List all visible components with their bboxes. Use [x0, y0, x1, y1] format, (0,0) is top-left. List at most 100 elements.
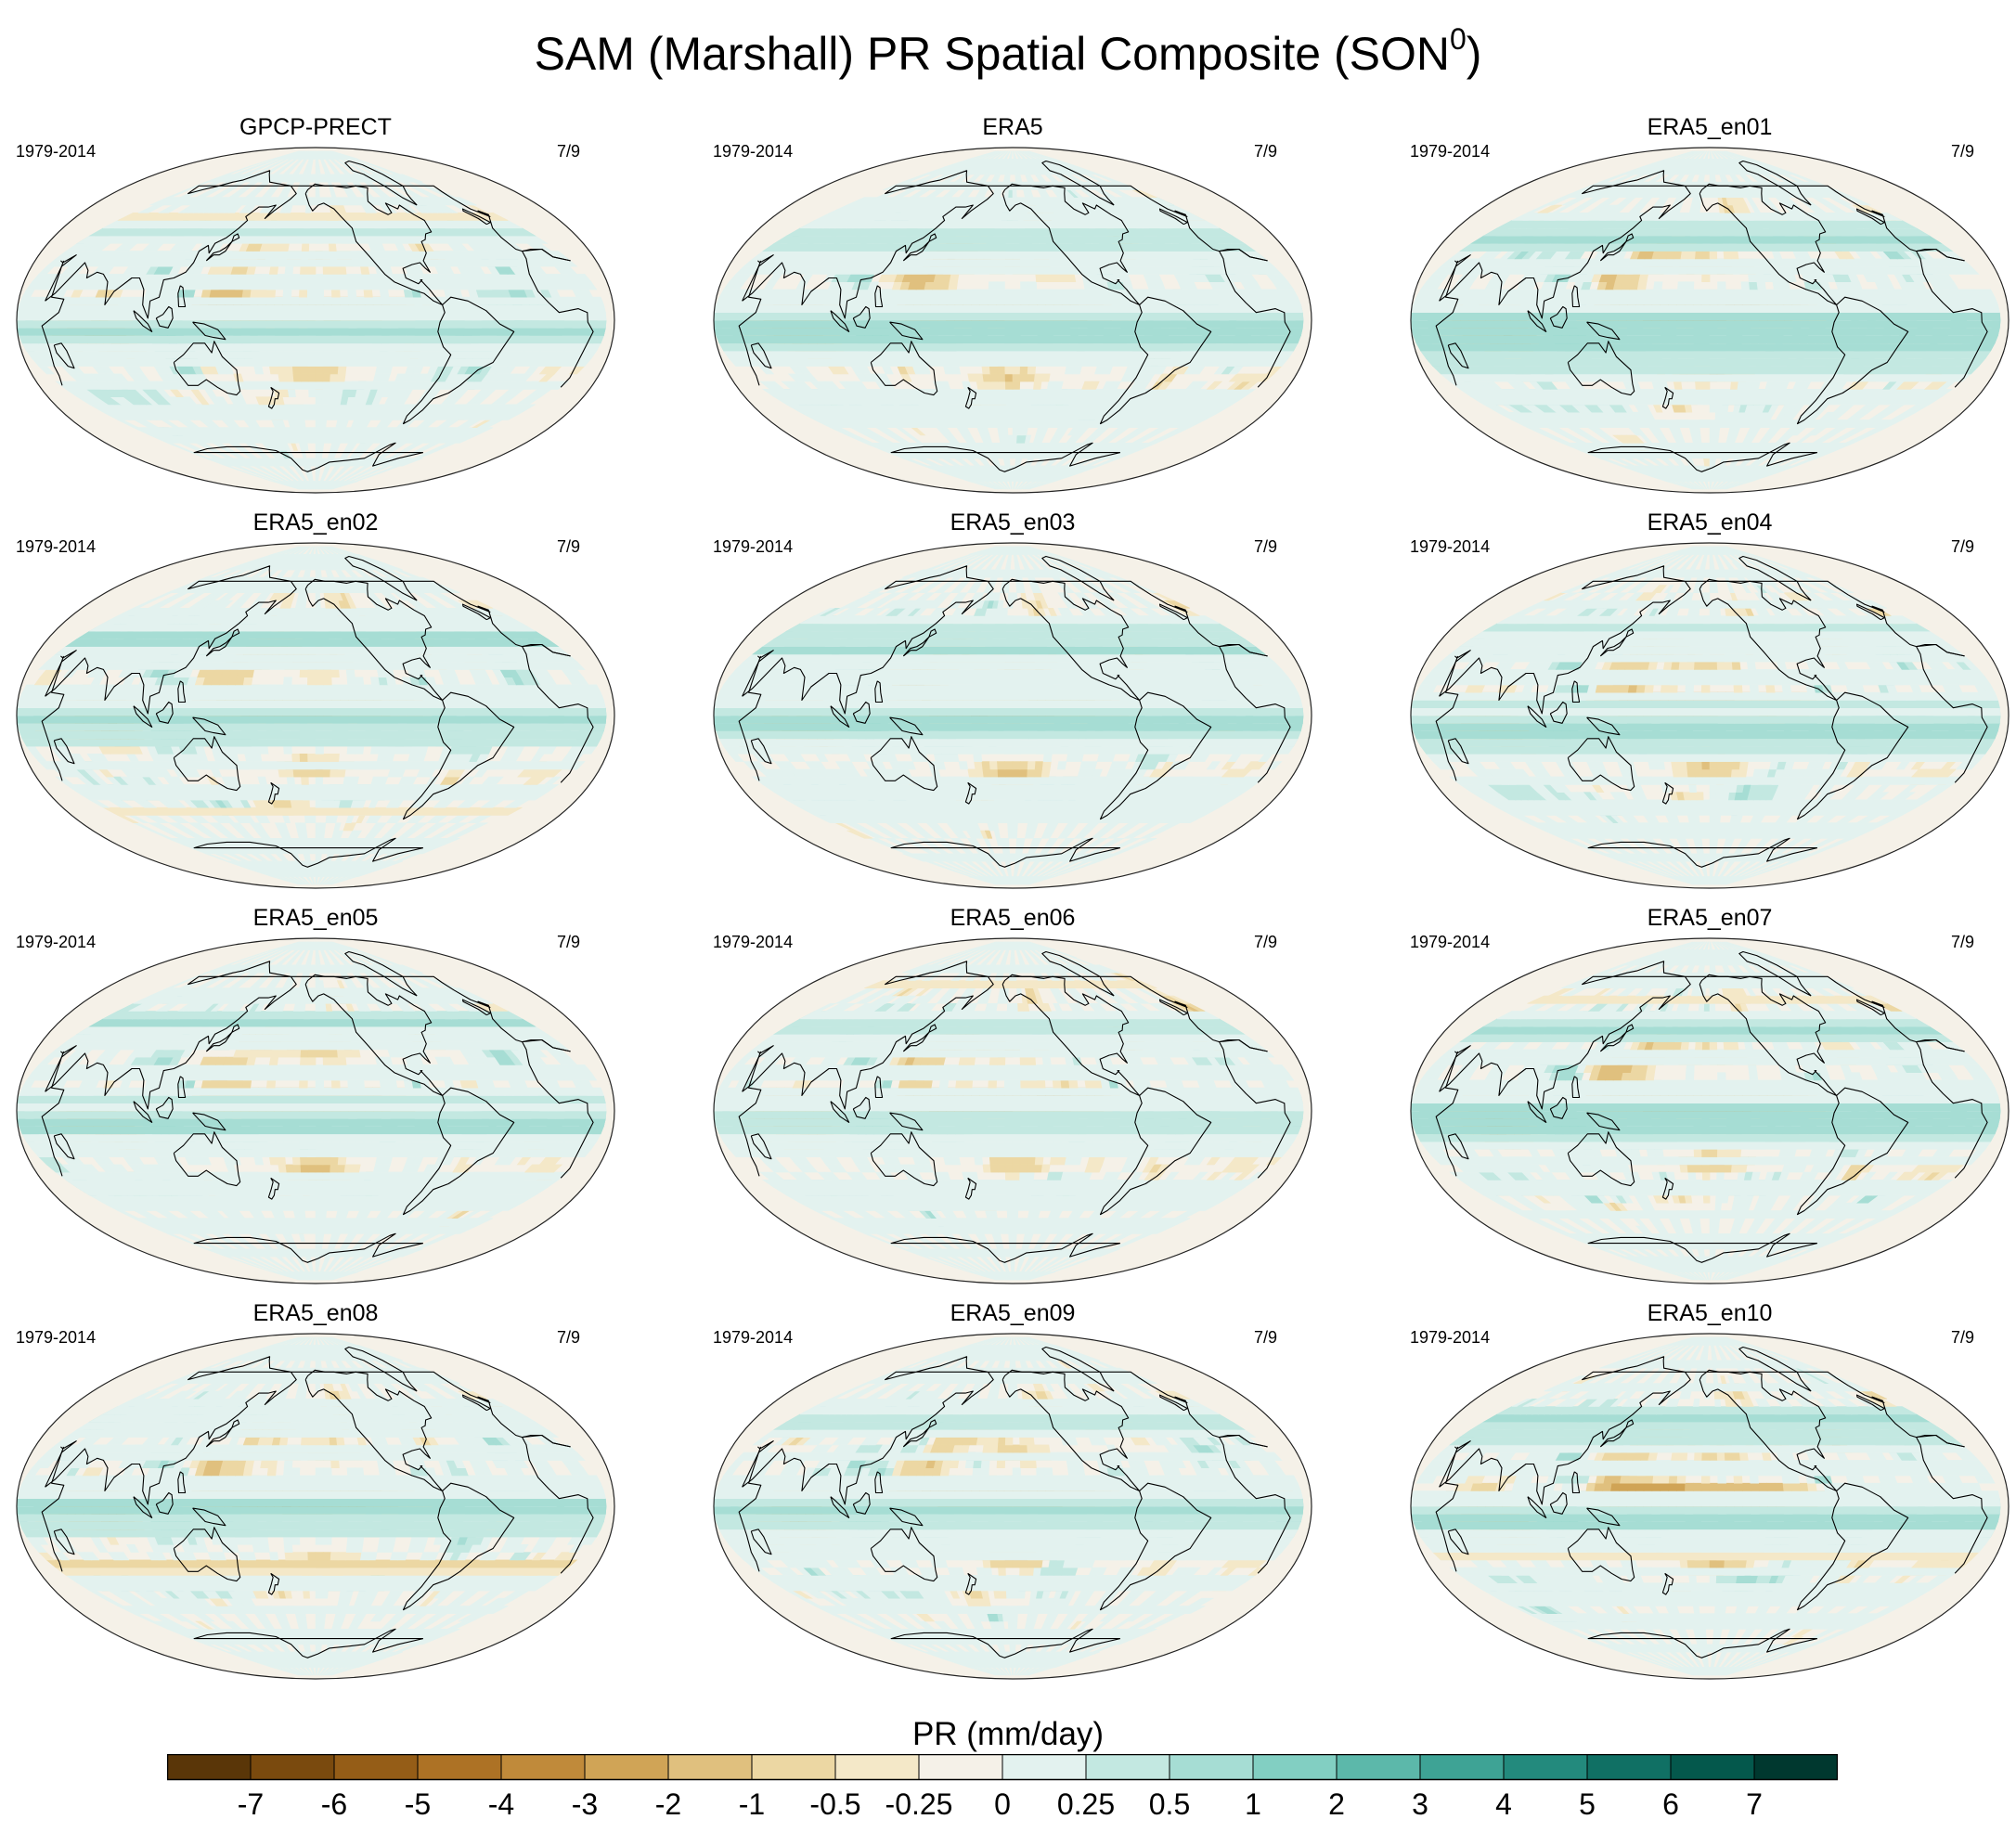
anomaly-cell: [864, 442, 1157, 451]
anomaly-cell: [215, 396, 228, 406]
anomaly-cell: [1027, 373, 1036, 382]
anomaly-cell: [975, 373, 985, 382]
anomaly-cell: [103, 220, 523, 229]
anomaly-cell: [735, 265, 1283, 275]
anomaly-cell: [337, 366, 347, 375]
anomaly-cell: [1021, 427, 1028, 436]
anomaly-cell: [113, 373, 129, 382]
anomaly-cell: [328, 243, 337, 252]
anomaly-cell: [26, 281, 598, 290]
map-field: [1411, 148, 2009, 493]
anomaly-cell: [1411, 328, 2000, 336]
anomaly-cell: [714, 319, 1304, 329]
anomaly-cell: [17, 312, 607, 321]
anomaly-cell: [814, 419, 1206, 429]
anomaly-cell: [268, 265, 279, 275]
anomaly-cell: [1415, 342, 1996, 352]
anomaly-cell: [967, 373, 977, 382]
anomaly-cell: [1715, 404, 1723, 413]
anomaly-cell: [1695, 381, 1703, 390]
anomaly-cell: [743, 258, 1275, 267]
anomaly-cell: [950, 366, 962, 375]
anomaly-cell: [989, 373, 999, 382]
anomaly-cell: [1003, 189, 1010, 199]
anomaly-cell: [315, 373, 324, 382]
anomaly-cell: [1713, 427, 1721, 436]
panel-count: 7/9: [557, 141, 580, 161]
anomaly-cell: [1425, 358, 1986, 367]
anomaly-cell: [785, 227, 1234, 237]
anomaly-cell: [982, 373, 992, 382]
anomaly-cell: [1713, 434, 1720, 444]
anomaly-cell: [88, 227, 536, 237]
anomaly-cell: [998, 381, 1006, 390]
anomaly-cell: [250, 289, 260, 298]
anomaly-cell: [1709, 427, 1715, 436]
panel-title: GPCP-PRECT: [0, 113, 631, 141]
anomaly-cell: [315, 419, 322, 429]
anomaly-cell: [800, 220, 1220, 229]
figure-title: SAM (Marshall) PR Spatial Composite (SON…: [0, 24, 2016, 82]
anomaly-cell: [265, 289, 277, 298]
anomaly-cell: [1561, 442, 1854, 451]
anomaly-cell: [1007, 434, 1014, 444]
anomaly-cell: [1019, 373, 1028, 382]
anomaly-cell: [923, 166, 1100, 175]
anomaly-cell: [1027, 366, 1037, 375]
anomaly-cell: [379, 289, 390, 298]
anomaly-cell: [185, 289, 196, 298]
anomaly-cell: [300, 265, 309, 275]
anomaly-cell: [949, 274, 960, 282]
anomaly-cell: [1420, 350, 1992, 359]
anomaly-cell: [280, 243, 290, 252]
anomaly-cell: [997, 373, 1006, 382]
anomaly-cell: [292, 373, 302, 382]
anomaly-cell: [718, 289, 1299, 298]
anomaly-cell: [103, 411, 523, 420]
anomaly-cell: [55, 381, 569, 390]
anomaly-cell: [307, 366, 317, 375]
anomaly-cell: [945, 472, 1079, 482]
anomaly-cell: [1019, 366, 1028, 375]
anomaly-cell: [1051, 274, 1061, 282]
anomaly-cell: [716, 335, 1301, 344]
anomaly-cell: [322, 366, 331, 375]
anomaly-cell: [315, 289, 325, 298]
anomaly-cell: [923, 465, 1100, 474]
anomaly-cell: [315, 366, 324, 375]
anomaly-cell: [21, 342, 601, 352]
map-panel-gpcp-prect: GPCP-PRECT 1979-2014 7/9: [0, 113, 650, 503]
anomaly-cell: [1684, 404, 1693, 413]
anomaly-cell: [1511, 419, 1903, 429]
panel-title: ERA5_en01: [1394, 113, 2016, 141]
anomaly-cell: [989, 366, 999, 375]
anomaly-cell: [31, 274, 592, 282]
anomaly-cell: [814, 213, 1206, 221]
anomaly-cell: [301, 243, 310, 252]
anomaly-cell: [1709, 404, 1717, 413]
anomaly-cell: [287, 389, 296, 398]
anomaly-cell: [1673, 381, 1683, 390]
anomaly-cell: [945, 159, 1079, 168]
anomaly-cell: [1040, 373, 1051, 382]
anomaly-cell: [718, 342, 1299, 352]
anomaly-cell: [330, 289, 341, 298]
map-field: [714, 148, 1312, 493]
anomaly-cell: [26, 350, 598, 359]
anomaly-cell: [981, 366, 991, 375]
anomaly-cell: [723, 350, 1295, 359]
anomaly-cell: [284, 366, 294, 375]
anomaly-cell: [997, 366, 1006, 375]
anomaly-cell: [773, 235, 1246, 244]
anomaly-cell: [1459, 389, 1954, 398]
panel-period: 1979-2014: [16, 141, 96, 161]
anomaly-cell: [277, 366, 287, 375]
anomaly-cell: [1440, 373, 1972, 382]
anomaly-cell: [983, 381, 992, 390]
anomaly-cell: [976, 381, 986, 390]
anomaly-cell: [1706, 458, 1711, 467]
map-svg: [1410, 147, 2010, 494]
anomaly-cell: [321, 389, 330, 398]
anomaly-cell: [714, 304, 1303, 313]
